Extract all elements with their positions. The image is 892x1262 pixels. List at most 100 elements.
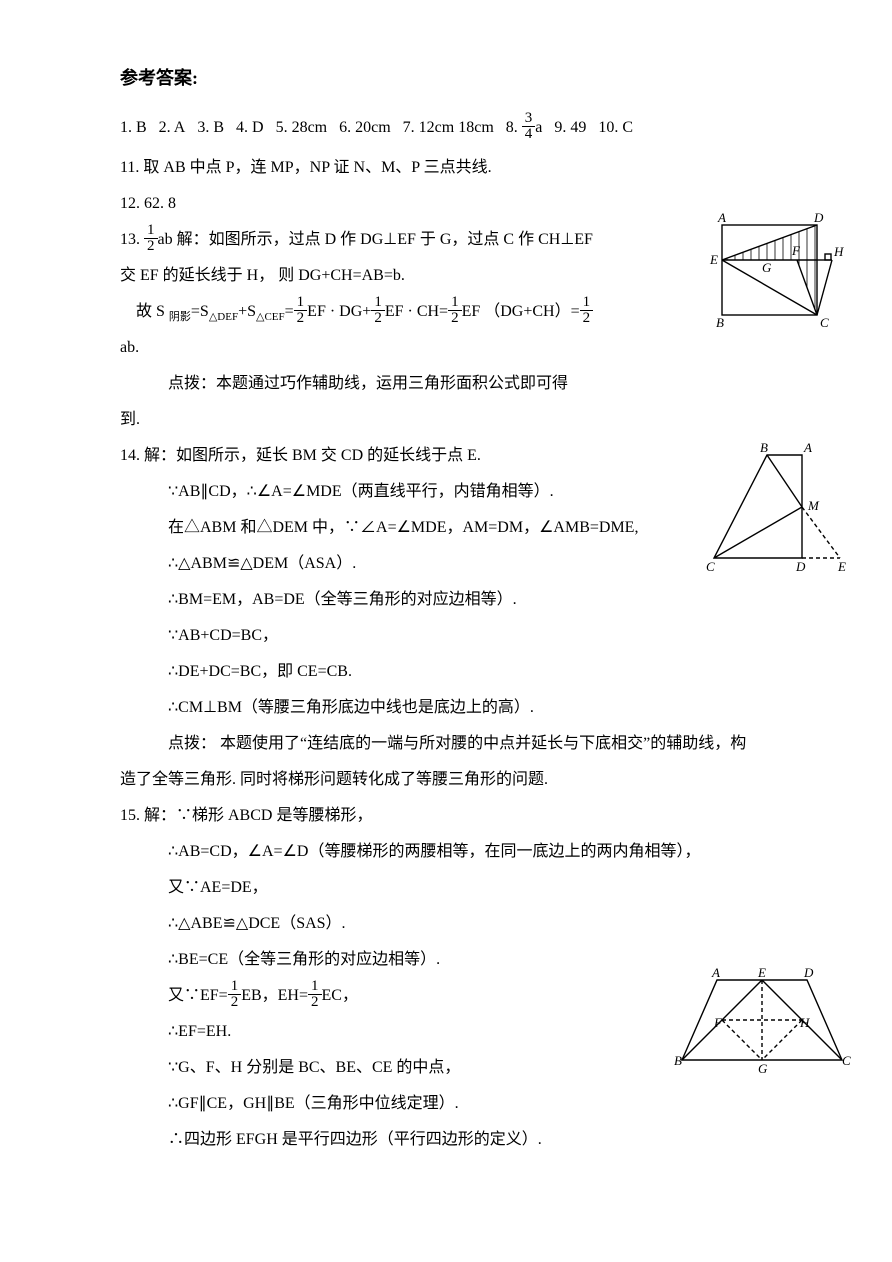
q14-l1: 14. 解：如图所示，延长 BM 交 CD 的延长线于点 E. [120,440,772,472]
frac-den: 2 [294,311,308,326]
q13-sub-def: △DEF [209,311,238,323]
frac-num: 1 [144,223,158,239]
q13-frac-5: 12 [580,295,594,326]
q13-l3-prefix: 故 S [136,303,169,320]
frac-num: 1 [308,979,322,995]
ans-6: 6. 20cm [339,119,391,136]
ans-8-prefix: 8. [506,119,522,136]
frac-den: 2 [580,311,594,326]
fig3-label-g: G [758,1061,768,1075]
fig1-label-e: E [709,252,718,267]
q14-l9: 点拨： 本题使用了“连结底的一端与所对腰的中点并延长与下底相交”的辅助线，构 [120,728,772,760]
q15-l2: ∴AB=CD，∠A=∠D（等腰梯形的两腰相等，在同一底边上的两内角相等）， [120,836,772,868]
ans-7: 7. 12cm 18cm [403,119,494,136]
frac-num: 1 [448,295,462,311]
q11: 11. 取 AB 中点 P，连 MP，NP 证 N、M、P 三点共线. [120,152,772,184]
q13-l1-mid: ab 解：如图所示，过点 D 作 DG⊥EF 于 G，过点 C 作 CH⊥EF [158,231,593,248]
q15-l1: 15. 解：∵梯形 ABCD 是等腰梯形， [120,800,772,832]
ans-8-frac: 34 [522,111,536,142]
answers-row: 1. B 2. A 3. B 4. D 5. 28cm 6. 20cm 7. 1… [120,112,772,144]
ans-2: 2. A [159,119,186,136]
q14-l8: ∴CM⊥BM（等腰三角形底边中线也是底边上的高）. [120,692,772,724]
q15-l9: ∴GF∥CE，GH∥BE（三角形中位线定理）. [120,1088,772,1120]
q15-l6-prefix: 又∵EF= [168,987,228,1004]
q13-sub-shadow: 阴影 [169,311,191,323]
q15-l4: ∴△ABE≌△DCE（SAS）. [120,908,772,940]
q15-frac-2: 12 [308,979,322,1010]
frac-num: 1 [228,979,242,995]
q13-frac-2: 12 [294,295,308,326]
q13-sub-cef: △CEF [256,311,285,323]
frac-den: 2 [448,311,462,326]
ans-4: 4. D [236,119,264,136]
frac-den: 2 [371,311,385,326]
page-title: 参考答案: [120,60,772,96]
q13-l3m3: EF （DG+CH）= [462,303,580,320]
ans-8-suffix: a [535,119,542,136]
fig2-label-a: A [803,440,812,455]
fig3-label-h: H [799,1015,810,1030]
fig1-label-g: G [762,260,772,275]
q13-l6: 到. [120,404,772,436]
q13-l3b: +S [238,303,256,320]
q15-l10: ∴四边形 EFGH 是平行四边形（平行四边形的定义）. [120,1124,772,1156]
q15-l3: 又∵AE=DE， [120,872,772,904]
fig2-label-c: C [706,559,715,574]
ans-9: 9. 49 [554,119,586,136]
frac-den: 2 [144,239,158,254]
q13-l1: 13. 12ab 解：如图所示，过点 D 作 DG⊥EF 于 G，过点 C 作 … [120,224,772,256]
q13-frac-3: 12 [371,295,385,326]
figure-q15: A E D F H B G C [672,965,852,1075]
q15-l6-suffix: EC， [322,987,358,1004]
ans-3: 3. B [197,119,224,136]
ans-10: 10. C [598,119,633,136]
fig1-label-h: H [833,244,844,259]
fig1-label-d: D [813,210,824,225]
q13-l3a: =S [191,303,209,320]
q13-l2: 交 EF 的延长线于 H， 则 DG+CH=AB=b. [120,260,772,292]
fig3-label-f: F [713,1015,723,1030]
q13-frac: 12 [144,223,158,254]
q14-l3: 在△ABM 和△DEM 中，∵∠A=∠MDE，AM=DM，∠AMB=DME, [120,512,772,544]
fig1-label-a: A [717,210,726,225]
frac-num: 1 [294,295,308,311]
fig1-label-b: B [716,315,724,330]
fig3-label-d: D [803,965,814,980]
q13-l3m1: EF · DG+ [307,303,371,320]
q13-frac-4: 12 [448,295,462,326]
q13-l5: 点拨：本题通过巧作辅助线，运用三角形面积公式即可得 [120,368,772,400]
fig2-label-b: B [760,440,768,455]
q14-l7: ∴DE+DC=BC，即 CE=CB. [120,656,772,688]
ans-1: 1. B [120,119,147,136]
q13-l3m2: EF · CH= [385,303,448,320]
q13-l3c: = [285,303,294,320]
q12: 12. 62. 8 [120,188,772,220]
frac-den: 2 [308,995,322,1010]
q14-l2: ∵AB∥CD，∴∠A=∠MDE（两直线平行，内错角相等）. [120,476,772,508]
q15-l6-mid: EB，EH= [241,987,308,1004]
frac-den: 4 [522,127,536,142]
fig2-label-e: E [837,559,846,574]
q13-l4: ab. [120,332,772,364]
fig1-label-f: F [791,243,801,258]
ans-5: 5. 28cm [276,119,328,136]
fig3-label-e: E [757,965,766,980]
q15-frac-1: 12 [228,979,242,1010]
q14-l4: ∴△ABM≌△DEM（ASA）. [120,548,772,580]
figure-q13: A D E F G H B C [702,210,852,330]
fig3-label-a: A [711,965,720,980]
frac-num: 1 [371,295,385,311]
q13-l3: 故 S 阴影=S△DEF+S△CEF=12EF · DG+12EF · CH=1… [120,296,772,328]
fig1-label-c: C [820,315,829,330]
q14-l6: ∵AB+CD=BC， [120,620,772,652]
figure-q14: B A M C D E [702,440,852,580]
fig3-label-c: C [842,1053,851,1068]
fig3-label-b: B [674,1053,682,1068]
frac-num: 1 [580,295,594,311]
q13-prefix: 13. [120,231,144,248]
frac-num: 3 [522,111,536,127]
q14-l5: ∴BM=EM，AB=DE（全等三角形的对应边相等）. [120,584,772,616]
frac-den: 2 [228,995,242,1010]
fig2-label-d: D [795,559,806,574]
q14-l10: 造了全等三角形. 同时将梯形问题转化成了等腰三角形的问题. [120,764,772,796]
